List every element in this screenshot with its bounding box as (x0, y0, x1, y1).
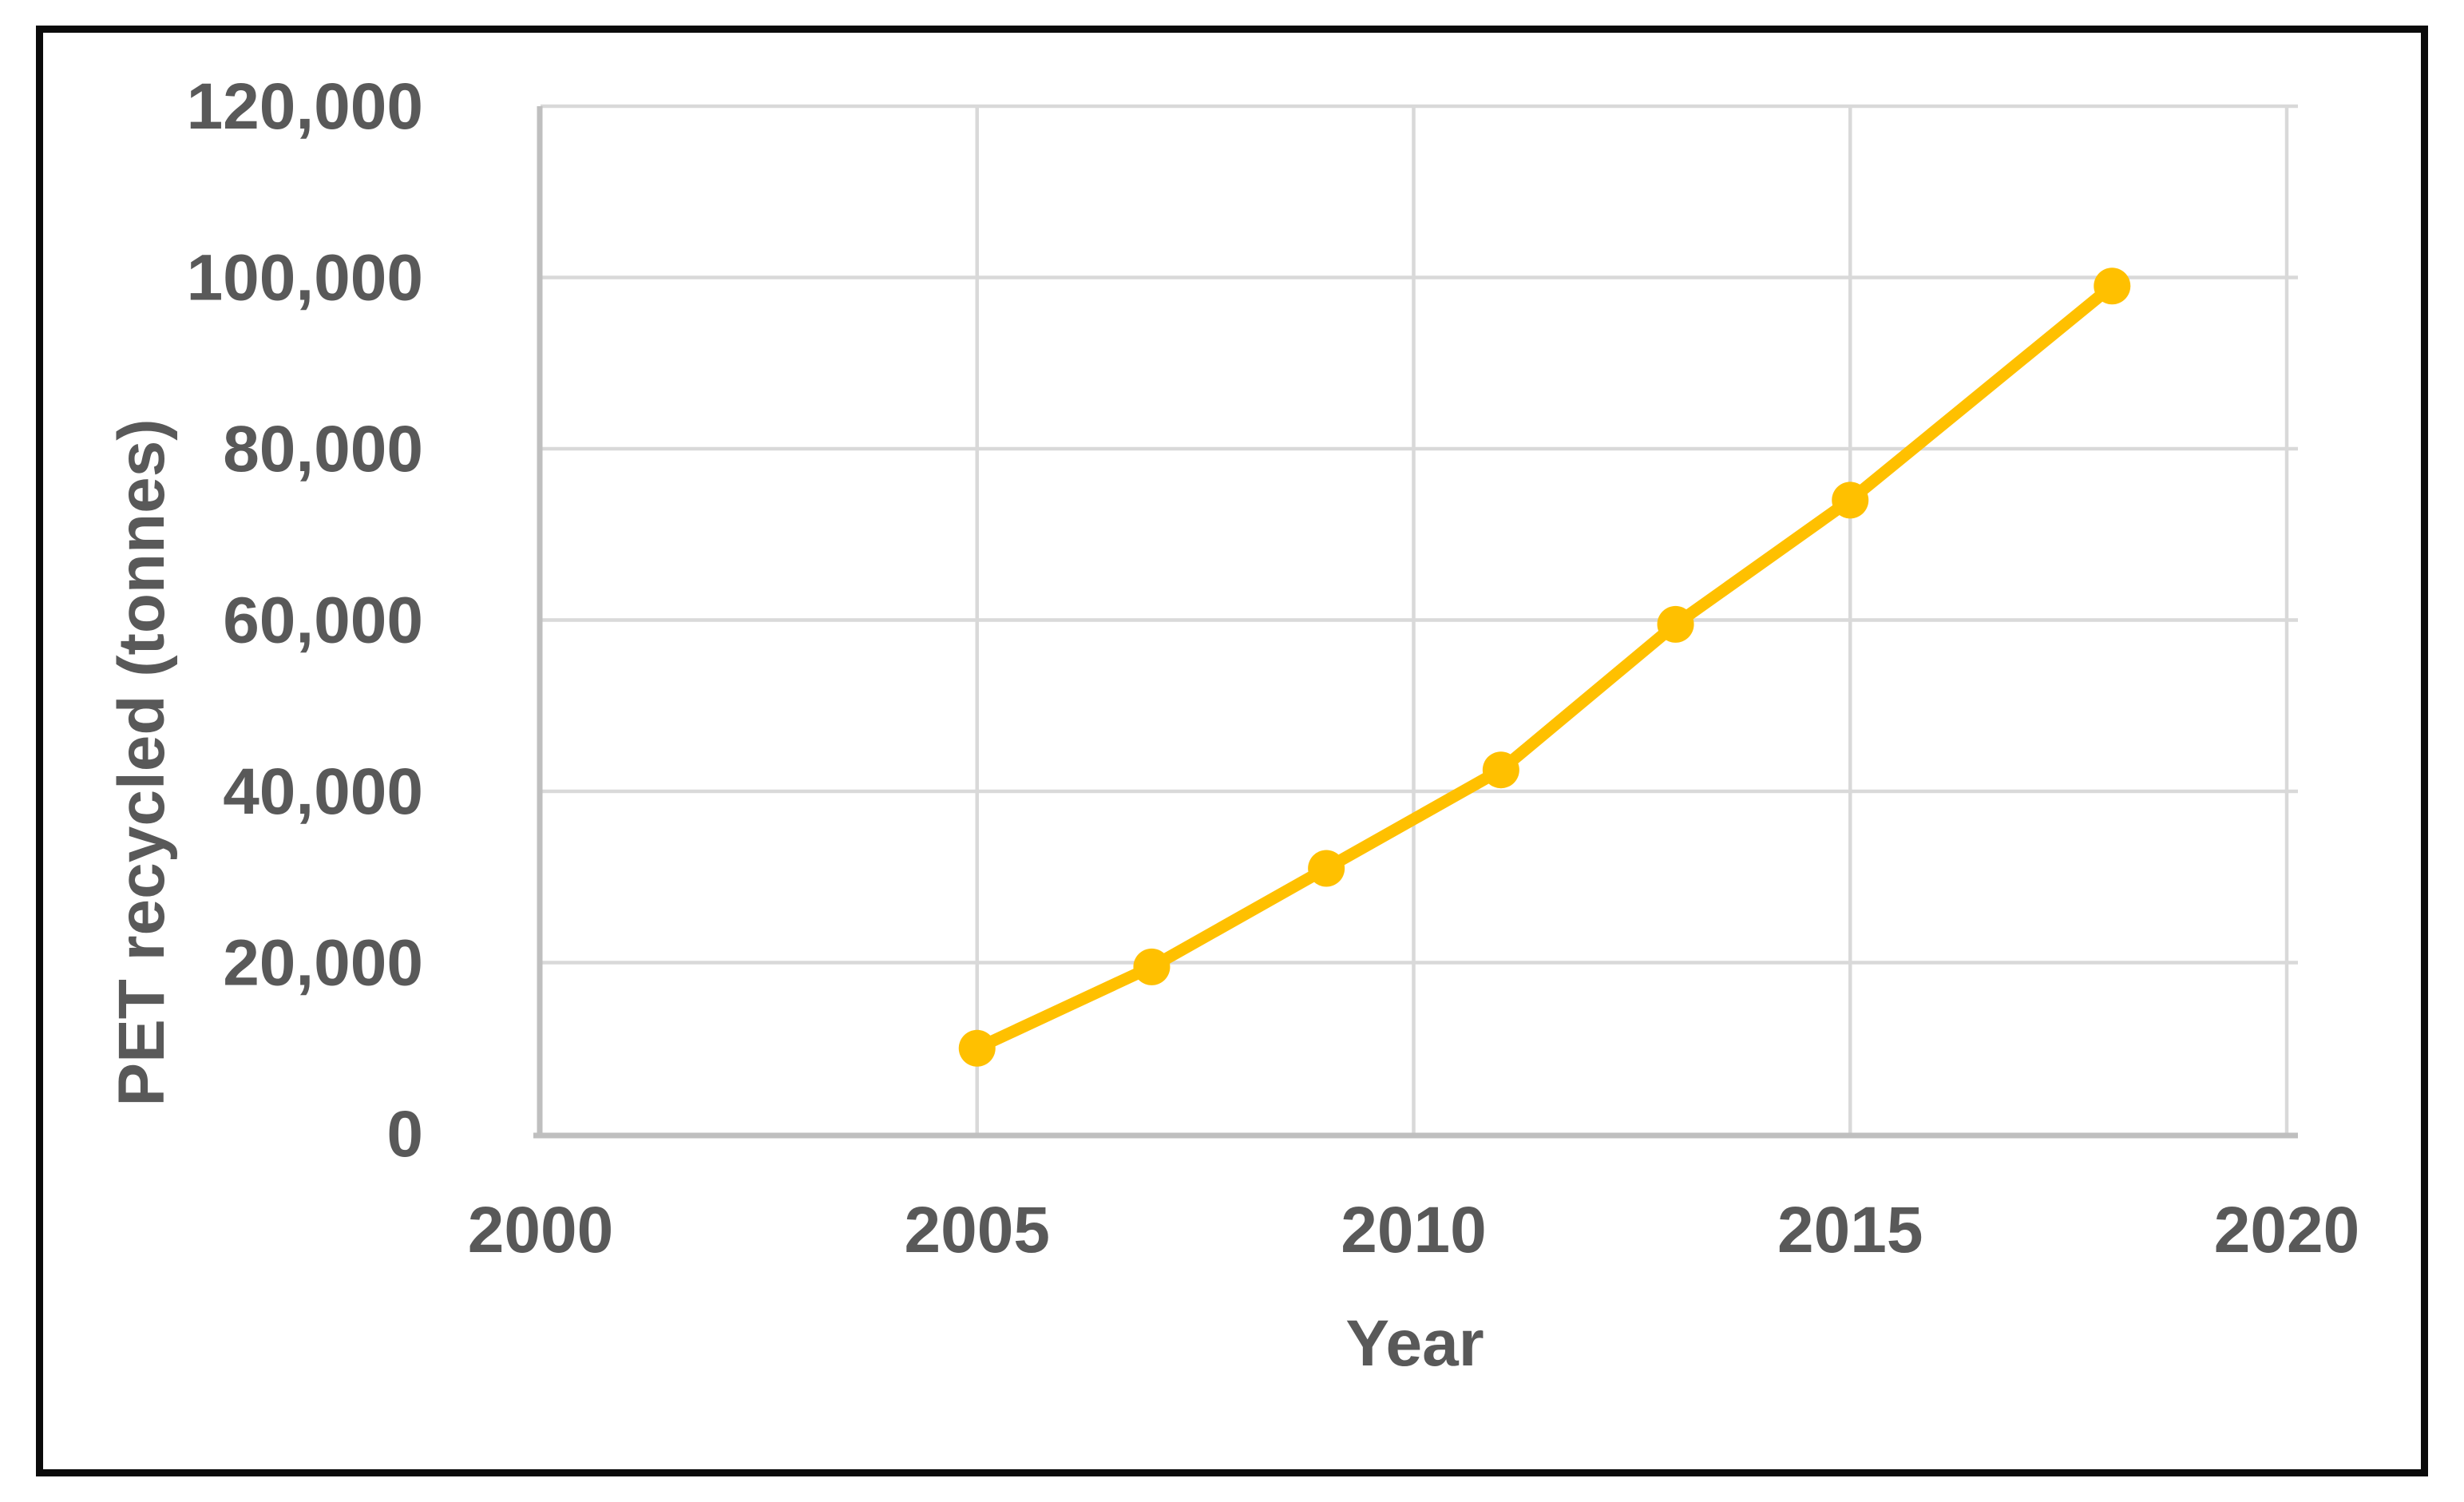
x-tick-label: 2010 (1341, 1194, 1486, 1266)
x-axis-title: Year (1345, 1307, 1484, 1380)
x-tick-label: 2005 (905, 1194, 1050, 1266)
x-tick-label: 2015 (1777, 1194, 1923, 1266)
y-tick-label: 0 (386, 1098, 423, 1171)
data-point (1832, 482, 1869, 519)
data-point (1657, 605, 1694, 643)
data-point (2094, 268, 2131, 305)
y-tick-label: 20,000 (223, 926, 423, 999)
x-tick-label: 2000 (468, 1194, 613, 1266)
data-point (1482, 751, 1519, 789)
axes (533, 106, 2298, 1139)
y-tick-label: 80,000 (223, 413, 423, 485)
data-point (1308, 850, 1345, 887)
data-line (971, 279, 2118, 1055)
y-tick-label: 100,000 (187, 241, 423, 314)
x-axis-tick-labels: 2000 2005 2010 2015 2020 (468, 1194, 2359, 1266)
y-tick-label: 60,000 (223, 584, 423, 656)
y-tick-label: 40,000 (223, 755, 423, 828)
data-point (1133, 948, 1171, 985)
data-point (958, 1029, 996, 1067)
gridlines (541, 104, 2298, 1134)
x-tick-label: 2020 (2214, 1194, 2359, 1266)
y-axis-tick-labels: 0 20,000 40,000 60,000 80,000 100,000 120,000 (187, 70, 423, 1171)
data-series (958, 268, 2131, 1067)
chart-border (36, 26, 2428, 1476)
y-tick-label: 120,000 (187, 70, 423, 143)
y-axis-title: PET recycled (tonnes) (105, 418, 178, 1106)
